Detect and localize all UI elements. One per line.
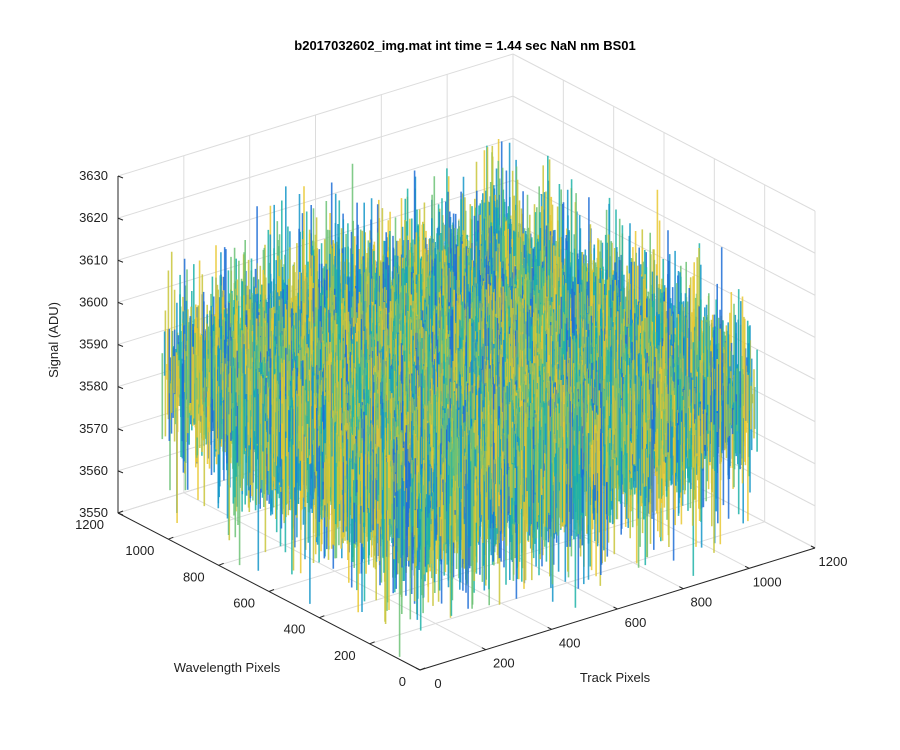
back-wall-grid-line [117,137,514,261]
back-wall-grid-line [512,95,816,254]
back-wall-grid-line [117,95,514,219]
back-wall-grid-line [117,53,514,177]
floor-grid-line [369,521,765,645]
chart-title: b2017032602_img.mat int time = 1.44 sec … [294,38,635,53]
back-wall-grid-line [512,53,816,212]
surface-mesh [161,139,758,657]
back-wall-grid-line [512,137,816,296]
